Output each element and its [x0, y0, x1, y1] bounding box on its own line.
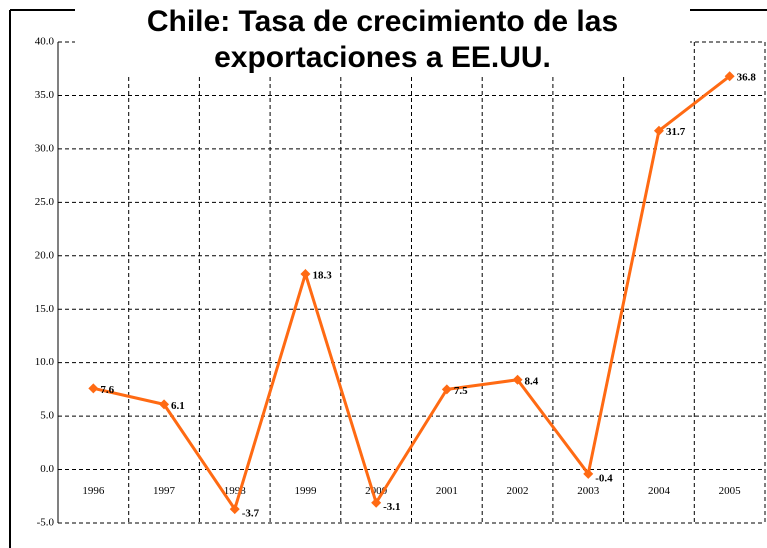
- y-tick-label: 30.0: [35, 142, 55, 154]
- y-tick-label: 5.0: [40, 410, 54, 422]
- y-tick-label: 35.0: [35, 89, 55, 101]
- marker: [583, 468, 594, 479]
- y-tick-label: 40.0: [35, 36, 55, 48]
- x-tick-label: 2004: [648, 485, 671, 497]
- marker: [159, 399, 170, 410]
- data-label: 7.6: [100, 384, 114, 396]
- marker: [653, 125, 664, 136]
- marker: [441, 384, 452, 395]
- x-tick-label: 1999: [294, 485, 317, 497]
- y-tick-label: 20.0: [35, 249, 55, 261]
- data-label: -3.7: [242, 508, 260, 520]
- marker: [88, 383, 99, 394]
- data-label: -3.1: [383, 501, 400, 513]
- data-label: -0.4: [595, 472, 613, 484]
- chart-title: Chile: Tasa de crecimiento de las export…: [75, 4, 690, 76]
- marker: [512, 374, 523, 385]
- x-tick-label: 2001: [436, 485, 458, 497]
- y-tick-label: 0.0: [40, 463, 54, 475]
- y-tick-label: 25.0: [35, 196, 55, 208]
- data-label: 6.1: [171, 400, 185, 412]
- data-label: 8.4: [525, 375, 539, 387]
- x-tick-label: 2003: [577, 485, 600, 497]
- x-tick-label: 2005: [719, 485, 742, 497]
- series-line: [93, 75, 731, 513]
- data-label: 18.3: [312, 269, 332, 281]
- y-tick-label: -5.0: [37, 517, 55, 529]
- data-label: 31.7: [666, 126, 686, 138]
- marker: [229, 504, 240, 515]
- marker: [724, 71, 735, 82]
- data-label: 7.5: [454, 385, 468, 397]
- x-tick-label: 1996: [82, 485, 105, 497]
- data-label: 36.8: [737, 72, 757, 84]
- marker: [300, 268, 311, 279]
- marker: [371, 497, 382, 508]
- y-tick-label: 15.0: [35, 303, 55, 315]
- y-tick-label: 10.0: [35, 356, 55, 368]
- x-tick-label: 2002: [507, 485, 529, 497]
- x-tick-label: 1997: [153, 485, 176, 497]
